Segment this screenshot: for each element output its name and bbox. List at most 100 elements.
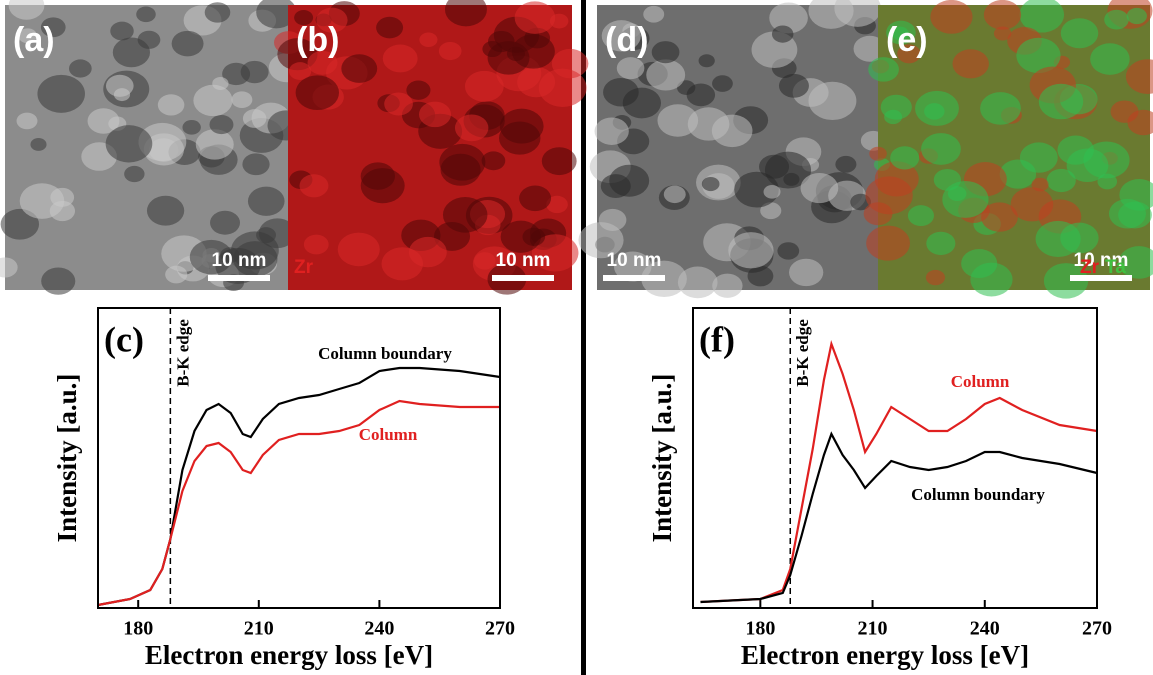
divider bbox=[581, 0, 586, 675]
x-tick-label: 270 bbox=[1082, 618, 1112, 640]
texture bbox=[409, 237, 447, 267]
texture bbox=[182, 120, 200, 135]
texture bbox=[809, 82, 857, 120]
texture bbox=[868, 57, 899, 82]
texture bbox=[1047, 169, 1076, 192]
texture bbox=[1061, 18, 1098, 48]
texture bbox=[688, 107, 730, 140]
texture bbox=[106, 125, 153, 162]
texture bbox=[1039, 84, 1083, 120]
panel-label: (e) bbox=[886, 21, 928, 59]
y-axis-label: Intensity [a.u.] bbox=[647, 374, 677, 543]
texture bbox=[522, 228, 545, 246]
texture bbox=[241, 61, 269, 83]
x-tick-label: 210 bbox=[244, 618, 274, 640]
plot-frame bbox=[693, 308, 1097, 608]
texture bbox=[623, 88, 661, 119]
texture bbox=[41, 267, 75, 294]
texture bbox=[165, 266, 187, 284]
texture bbox=[869, 147, 887, 161]
x-tick-label: 180 bbox=[123, 618, 153, 640]
series-line bbox=[98, 401, 500, 605]
x-tick-label: 240 bbox=[970, 618, 1000, 640]
texture bbox=[779, 74, 809, 98]
texture bbox=[172, 31, 204, 57]
texture bbox=[908, 205, 934, 226]
texture bbox=[341, 54, 377, 83]
texture bbox=[231, 91, 252, 108]
texture bbox=[439, 42, 462, 60]
texture bbox=[595, 118, 629, 145]
texture bbox=[921, 133, 961, 165]
texture bbox=[30, 138, 46, 151]
scale-label: 10 nm bbox=[496, 250, 551, 271]
texture bbox=[599, 209, 627, 231]
texture bbox=[772, 26, 793, 43]
texture bbox=[138, 31, 161, 49]
texture bbox=[1090, 43, 1130, 75]
texture bbox=[646, 59, 685, 90]
texture bbox=[441, 154, 481, 186]
texture bbox=[1127, 8, 1147, 24]
scale-bar bbox=[603, 275, 665, 281]
texture bbox=[980, 92, 1021, 125]
series-line bbox=[700, 344, 1097, 602]
texture bbox=[953, 49, 989, 78]
texture bbox=[50, 188, 74, 207]
scale-bar bbox=[208, 275, 270, 281]
texture bbox=[801, 173, 839, 203]
texture bbox=[515, 1, 556, 33]
texture bbox=[984, 0, 1021, 30]
texture bbox=[687, 83, 715, 106]
texture bbox=[712, 75, 733, 92]
element-name: Zr bbox=[294, 257, 314, 278]
texture bbox=[926, 270, 945, 285]
texture bbox=[361, 168, 405, 203]
texture bbox=[482, 151, 506, 170]
element-name: Zr bbox=[1080, 257, 1100, 278]
series-label: Column bbox=[359, 425, 418, 444]
texture bbox=[124, 166, 144, 182]
texture bbox=[248, 187, 285, 216]
texture bbox=[69, 59, 92, 77]
texture bbox=[242, 153, 269, 175]
texture bbox=[884, 110, 902, 124]
figure: (a)10 nm(b)10 nmZr(d)10 nm(e)10 nmZrTa18… bbox=[0, 0, 1153, 675]
texture bbox=[994, 27, 1011, 41]
scale-bar bbox=[492, 275, 554, 281]
texture bbox=[664, 186, 686, 204]
texture bbox=[915, 91, 959, 126]
panel-label: (b) bbox=[296, 21, 339, 59]
texture bbox=[961, 249, 997, 278]
texture bbox=[406, 81, 430, 100]
texture bbox=[37, 75, 85, 113]
panel-label: (c) bbox=[104, 319, 144, 359]
texture bbox=[110, 22, 133, 41]
texture bbox=[147, 196, 184, 226]
texture bbox=[789, 259, 823, 286]
texture bbox=[866, 226, 910, 261]
texture bbox=[890, 146, 919, 169]
texture bbox=[1020, 142, 1058, 172]
x-tick-label: 210 bbox=[858, 618, 888, 640]
panel-label: (a) bbox=[13, 21, 55, 59]
texture bbox=[1109, 199, 1146, 229]
texture bbox=[519, 186, 551, 212]
texture bbox=[419, 32, 437, 46]
panel-label: (f) bbox=[699, 319, 735, 359]
series-line bbox=[700, 434, 1097, 602]
texture bbox=[702, 177, 720, 191]
texture bbox=[617, 57, 645, 79]
texture bbox=[243, 109, 267, 128]
texture bbox=[376, 17, 403, 39]
texture bbox=[205, 2, 231, 22]
texture bbox=[1104, 10, 1129, 30]
texture bbox=[304, 235, 329, 255]
texture bbox=[158, 94, 185, 115]
texture bbox=[652, 41, 680, 63]
texture bbox=[777, 242, 799, 259]
texture bbox=[699, 54, 715, 67]
texture bbox=[930, 0, 972, 34]
texture bbox=[1083, 142, 1129, 179]
series-label: Column boundary bbox=[318, 344, 452, 363]
